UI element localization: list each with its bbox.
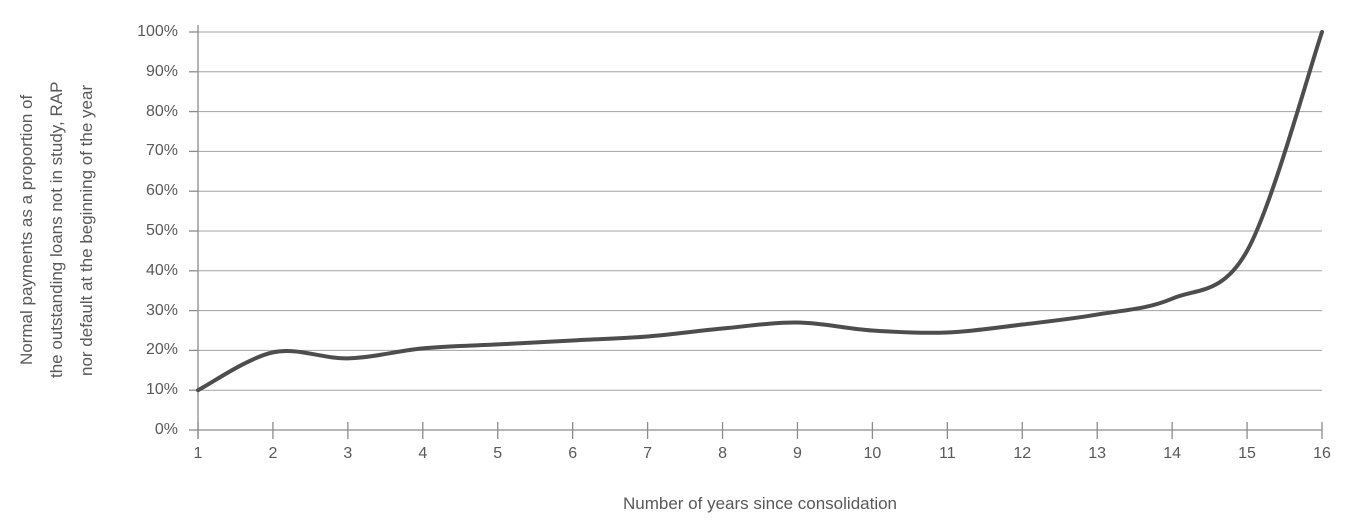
x-axis-title: Number of years since consolidation — [622, 494, 898, 513]
x-tick-label: 9 — [793, 445, 802, 462]
y-tick-label: 60% — [145, 182, 178, 200]
y-tick-label: 0% — [154, 421, 178, 438]
y-tick-label: 30% — [145, 301, 178, 319]
x-tick-label: 10 — [863, 445, 882, 462]
y-tick-label: 80% — [145, 102, 178, 120]
x-tick-label: 11 — [939, 445, 956, 462]
x-tick-label: 12 — [1013, 445, 1032, 462]
x-tick-label: 13 — [1088, 445, 1107, 462]
y-tick-label: 50% — [145, 222, 178, 239]
y-tick-label: 20% — [145, 341, 178, 359]
y-axis-title-line: Normal payments as a proportion of — [17, 94, 36, 366]
x-tick-label: 4 — [418, 445, 428, 462]
x-tick-label: 15 — [1238, 445, 1256, 462]
y-axis-title-line: the outstanding loans not in study, RAP — [47, 81, 66, 379]
y-tick-label: 100% — [137, 23, 178, 40]
y-tick-label: 90% — [145, 62, 178, 80]
y-tick-label: 10% — [145, 381, 178, 399]
y-tick-label: 70% — [145, 142, 178, 160]
y-axis-title: Normal payments as a proportion of the o… — [12, 28, 102, 432]
x-tick-label: 14 — [1163, 445, 1182, 462]
x-tick-label: 6 — [568, 445, 578, 462]
y-axis-title-line: nor default at the beginning of the year — [77, 84, 96, 376]
data-series-line — [196, 30, 1324, 393]
x-tick-label: 3 — [343, 445, 353, 462]
x-tick-label: 7 — [643, 445, 653, 462]
y-tick-label: 40% — [145, 261, 178, 279]
x-tick-label: 16 — [1313, 445, 1331, 462]
x-tick-label: 5 — [493, 445, 503, 462]
x-tick-label: 2 — [268, 445, 278, 462]
x-tick-label: 8 — [718, 445, 727, 462]
x-tick-label: 1 — [193, 445, 203, 462]
